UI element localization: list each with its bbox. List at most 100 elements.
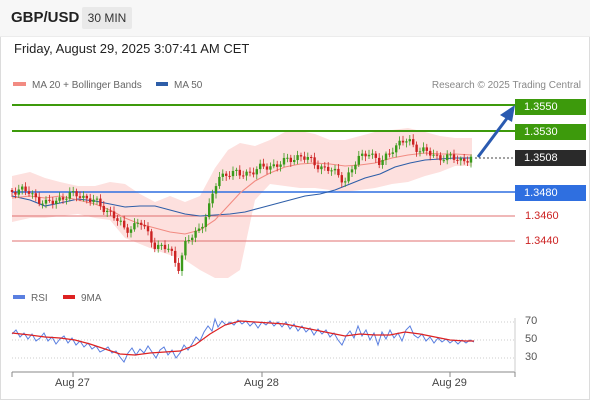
candle-body: [153, 242, 156, 249]
candle-body: [340, 175, 343, 183]
resistance-2-label: 1.3550: [515, 99, 586, 115]
candle-body: [320, 166, 323, 170]
candle-body: [174, 250, 177, 263]
candle-body: [177, 262, 180, 272]
candle-body: [330, 170, 333, 172]
candle-body: [61, 197, 65, 200]
candle-body: [228, 175, 231, 177]
candle-body: [405, 141, 408, 143]
ma50-line: [11, 157, 472, 217]
legend-rsi-ma: 9MA: [63, 293, 102, 304]
candle-body: [126, 227, 129, 233]
candle-body: [255, 169, 258, 175]
candle-body: [31, 193, 34, 195]
candle-body: [466, 161, 469, 163]
candle-body: [272, 164, 275, 167]
candle-body: [381, 159, 384, 165]
projection-arrowhead: [500, 105, 515, 122]
candle-body: [296, 155, 299, 161]
candle-body: [293, 160, 296, 163]
rsi-ma-swatch: [63, 295, 75, 300]
candle-body: [140, 222, 143, 225]
resistance-1-label: 1.3530: [515, 124, 586, 140]
candle-body: [259, 163, 262, 170]
candle-body: [327, 166, 330, 171]
support-1-label: 1.3460: [525, 210, 559, 222]
symbol-label: GBP/USD: [11, 9, 80, 26]
candle-body: [231, 170, 235, 177]
candle-body: [361, 153, 364, 156]
candle-body: [197, 228, 201, 231]
candle-body: [456, 159, 459, 161]
candle-body: [221, 173, 224, 177]
rsi-ma-line: [11, 320, 474, 356]
candle-body: [204, 217, 207, 227]
candle-body: [286, 157, 289, 159]
candle-body: [316, 165, 320, 170]
candle-body: [279, 164, 282, 167]
candle-body: [75, 191, 78, 197]
timeframe-button[interactable]: 30 MIN: [82, 7, 132, 29]
ma50-label: MA 50: [174, 80, 203, 91]
rsi-tick-50: 50: [525, 333, 538, 345]
candle-body: [170, 248, 173, 251]
candle-body: [225, 173, 228, 176]
candle-body: [184, 241, 187, 256]
candle-body: [55, 200, 58, 204]
support-2-label: 1.3440: [525, 235, 559, 247]
candle-body: [116, 218, 119, 221]
candle-body: [367, 154, 371, 157]
candle-body: [208, 203, 211, 218]
candle-body: [163, 244, 167, 250]
candle-body: [102, 205, 105, 213]
candle-body: [418, 151, 422, 153]
candle-body: [68, 192, 71, 199]
candle-body: [269, 166, 272, 170]
candle-body: [412, 139, 415, 145]
rsi-ma-label: 9MA: [81, 293, 102, 304]
candle-body: [429, 150, 432, 156]
candle-body: [463, 158, 466, 162]
candle-body: [109, 210, 112, 212]
candle-body: [422, 147, 425, 152]
candle-body: [92, 199, 95, 203]
candle-body: [425, 147, 428, 151]
candle-body: [265, 166, 269, 170]
candle-body: [41, 203, 44, 205]
candle-body: [323, 166, 326, 168]
candle-body: [72, 191, 75, 193]
candle-body: [347, 172, 350, 182]
candle-body: [112, 211, 116, 219]
candle-body: [85, 195, 88, 199]
candle-body: [95, 198, 99, 200]
candle-body: [415, 144, 418, 152]
legend-ma20: MA 20 + Bollinger Bands: [13, 80, 142, 91]
candle-body: [245, 171, 248, 176]
candle-body: [129, 229, 133, 233]
candle-body: [44, 199, 48, 204]
candle-body: [65, 198, 68, 200]
candle-body: [248, 171, 252, 173]
candle-body: [395, 145, 398, 153]
candle-body: [252, 172, 255, 175]
x-label-aug27: Aug 27: [55, 377, 90, 389]
rsi-swatch: [13, 295, 25, 300]
candle-body: [14, 192, 17, 195]
legend-ma50: MA 50: [156, 80, 202, 91]
candle-body: [435, 154, 439, 156]
chart-header: GBP/USD 30 MIN: [0, 0, 590, 37]
candle-body: [89, 198, 92, 203]
candle-body: [123, 220, 126, 228]
candle-body: [242, 175, 245, 177]
candle-body: [299, 155, 303, 157]
candle-body: [191, 237, 194, 241]
candle-body: [136, 222, 139, 224]
pivot-label: 1.3480: [515, 185, 586, 201]
candle-body: [439, 155, 442, 161]
candle-body: [333, 168, 337, 171]
ma20-label: MA 20 + Bollinger Bands: [32, 80, 142, 91]
rsi-line: [11, 317, 475, 363]
candle-body: [211, 193, 214, 204]
candle-body: [432, 154, 435, 156]
